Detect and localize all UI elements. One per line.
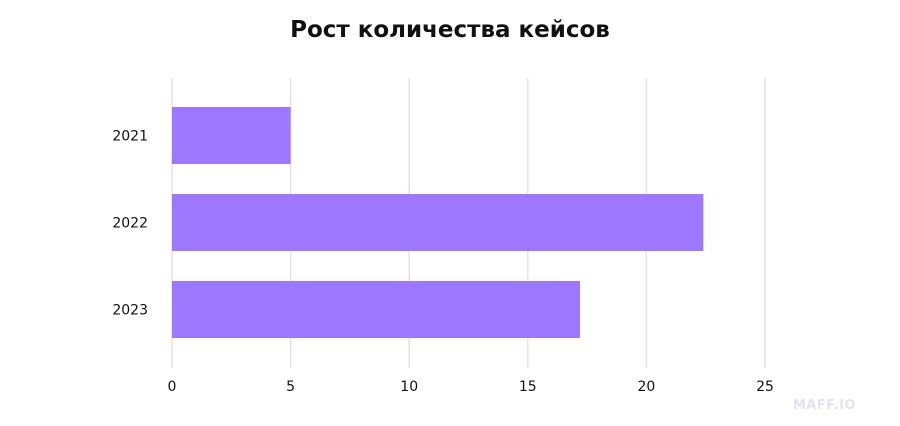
y-tick-label: 2022	[112, 216, 148, 232]
x-tick-label: 15	[519, 379, 537, 395]
y-tick-label: 2021	[112, 129, 148, 145]
y-tick-label: 2023	[112, 303, 148, 319]
x-tick-label: 25	[756, 379, 774, 395]
chart-title: Рост количества кейсов	[290, 17, 610, 43]
x-tick-label: 0	[168, 379, 177, 395]
bar-2021	[172, 107, 291, 164]
watermark: MAFF.IO	[792, 398, 856, 413]
x-tick-label: 20	[637, 379, 655, 395]
x-tick-label: 10	[400, 379, 418, 395]
bar-2022	[172, 194, 704, 251]
bar-2023	[172, 281, 580, 338]
x-tick-label: 5	[286, 379, 295, 395]
